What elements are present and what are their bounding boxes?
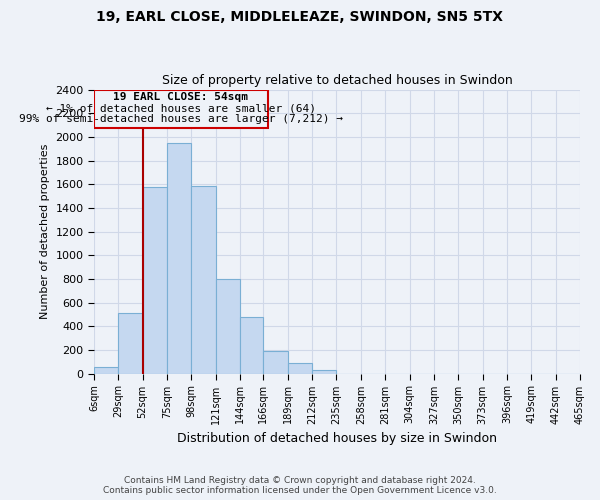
Text: Contains HM Land Registry data © Crown copyright and database right 2024.
Contai: Contains HM Land Registry data © Crown c… <box>103 476 497 495</box>
Bar <box>94 90 268 128</box>
Bar <box>94 368 118 374</box>
Text: 99% of semi-detached houses are larger (7,212) →: 99% of semi-detached houses are larger (… <box>19 114 343 124</box>
Bar <box>216 279 240 374</box>
Bar <box>118 314 143 374</box>
Bar <box>312 370 337 374</box>
Y-axis label: Number of detached properties: Number of detached properties <box>40 144 50 320</box>
Text: 19 EARL CLOSE: 54sqm: 19 EARL CLOSE: 54sqm <box>113 92 248 102</box>
Text: 19, EARL CLOSE, MIDDLELEAZE, SWINDON, SN5 5TX: 19, EARL CLOSE, MIDDLELEAZE, SWINDON, SN… <box>97 10 503 24</box>
Title: Size of property relative to detached houses in Swindon: Size of property relative to detached ho… <box>161 74 512 87</box>
Bar <box>143 186 167 374</box>
Text: ← 1% of detached houses are smaller (64): ← 1% of detached houses are smaller (64) <box>46 103 316 113</box>
Bar <box>167 143 191 374</box>
Bar <box>288 363 312 374</box>
Bar <box>240 317 263 374</box>
Bar <box>263 352 288 374</box>
Bar <box>191 186 216 374</box>
X-axis label: Distribution of detached houses by size in Swindon: Distribution of detached houses by size … <box>177 432 497 445</box>
